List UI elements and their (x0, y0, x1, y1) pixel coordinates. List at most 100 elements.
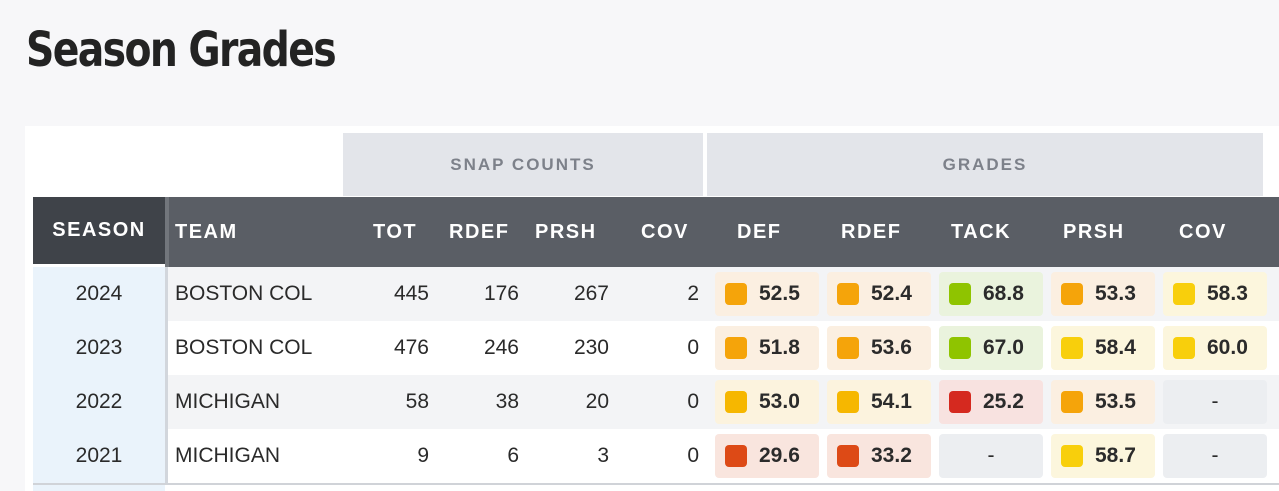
season-column-footer (33, 485, 165, 491)
grade-color-indicator (1061, 283, 1083, 305)
grade-value: 58.3 (1207, 282, 1248, 305)
col-header-grade-tack[interactable]: TACK (951, 220, 1012, 243)
grade-cov-cell: 58.3 (1163, 272, 1267, 316)
grade-value: 53.5 (1095, 390, 1136, 413)
grade-color-indicator (725, 391, 747, 413)
grade-cov-cell: 60.0 (1163, 326, 1267, 370)
grade-rdef-cell: 53.6 (827, 326, 931, 370)
col-header-grade-rdef[interactable]: RDEF (841, 220, 902, 243)
snap-count-tot-cell: 445 (393, 282, 429, 305)
grade-cov-cell: - (1163, 380, 1267, 424)
snap-count-prsh-cell: 267 (573, 282, 609, 305)
snap-count-cov-cell: 0 (687, 390, 699, 413)
season-cell: 2022 (33, 375, 165, 429)
team-cell[interactable]: MICHIGAN (175, 444, 280, 467)
grade-value: 51.8 (759, 336, 800, 359)
col-header-grade-def[interactable]: DEF (737, 220, 782, 243)
grade-value: 29.6 (759, 444, 800, 467)
grade-value: - (987, 444, 995, 467)
snap-count-cov-cell: 2 (687, 282, 699, 305)
col-header-cov[interactable]: COV (641, 220, 689, 243)
grade-value: - (1211, 390, 1219, 413)
column-divider (165, 267, 168, 321)
snap-count-cov-cell: 0 (687, 336, 699, 359)
grade-color-indicator (725, 283, 747, 305)
grade-value: 68.8 (983, 282, 1024, 305)
grade-color-indicator (949, 391, 971, 413)
col-header-grade-prsh[interactable]: PRSH (1063, 220, 1125, 243)
grade-tack-cell: 68.8 (939, 272, 1043, 316)
grade-value: 67.0 (983, 336, 1024, 359)
snap-count-prsh-cell: 230 (573, 336, 609, 359)
table-row[interactable]: 2022 MICHIGAN 58 38 20 0 53.0 54.1 25.2 53.5 - (33, 375, 1279, 429)
grade-def-cell: 53.0 (715, 380, 819, 424)
grade-value: 52.5 (759, 282, 800, 305)
grade-color-indicator (949, 283, 971, 305)
snap-count-prsh-cell: 20 (585, 390, 609, 413)
grade-value: 53.0 (759, 390, 800, 413)
grade-value: 54.1 (871, 390, 912, 413)
col-header-grade-cov[interactable]: COV (1179, 220, 1227, 243)
grade-value: 58.4 (1095, 336, 1136, 359)
grade-rdef-cell: 52.4 (827, 272, 931, 316)
grade-color-indicator (725, 337, 747, 359)
snap-count-tot-cell: 476 (393, 336, 429, 359)
column-divider (165, 375, 168, 429)
grade-color-indicator (837, 391, 859, 413)
grade-value: 58.7 (1095, 444, 1136, 467)
grade-value: - (1211, 444, 1219, 467)
table-row[interactable]: 2024 BOSTON COL 445 176 267 2 52.5 52.4 68.8 53.3… (33, 267, 1279, 321)
grade-value: 53.3 (1095, 282, 1136, 305)
column-divider (165, 429, 168, 483)
grade-value: 33.2 (871, 444, 912, 467)
grade-value: 60.0 (1207, 336, 1248, 359)
grade-color-indicator (837, 337, 859, 359)
grade-def-cell: 29.6 (715, 434, 819, 478)
grade-value: 25.2 (983, 390, 1024, 413)
group-divider (1265, 133, 1268, 196)
snap-count-prsh-cell: 3 (597, 444, 609, 467)
col-header-season[interactable]: SEASON (33, 197, 165, 267)
grade-color-indicator (1061, 391, 1083, 413)
snap-count-rdef-cell: 38 (495, 390, 519, 413)
snap-count-tot-cell: 9 (417, 444, 429, 467)
grade-color-indicator (837, 445, 859, 467)
snap-count-rdef-cell: 176 (483, 282, 519, 305)
grade-color-indicator (725, 445, 747, 467)
group-header-snap-counts: SNAP COUNTS (343, 133, 703, 196)
table-row[interactable]: 2023 BOSTON COL 476 246 230 0 51.8 53.6 67.0 58.4… (33, 321, 1279, 375)
grade-rdef-cell: 54.1 (827, 380, 931, 424)
col-header-team[interactable]: TEAM (175, 220, 238, 243)
grade-color-indicator (949, 337, 971, 359)
table-bottom-rule (33, 483, 1279, 485)
grade-color-indicator (1173, 337, 1195, 359)
column-divider (165, 321, 168, 375)
grade-def-cell: 51.8 (715, 326, 819, 370)
column-header-row: SEASON TEAM TOT RDEF PRSH COV DEF RDEF T… (33, 197, 1279, 267)
team-cell[interactable]: BOSTON COL (175, 282, 313, 305)
snap-count-rdef-cell: 6 (507, 444, 519, 467)
season-cell: 2024 (33, 267, 165, 321)
grade-cov-cell: - (1163, 434, 1267, 478)
col-header-tot[interactable]: TOT (373, 220, 418, 243)
season-cell: 2021 (33, 429, 165, 483)
group-header-grades: GRADES (707, 133, 1263, 196)
grade-tack-cell: 25.2 (939, 380, 1043, 424)
grade-color-indicator (1061, 445, 1083, 467)
snap-count-cov-cell: 0 (687, 444, 699, 467)
grade-value: 52.4 (871, 282, 912, 305)
team-cell[interactable]: MICHIGAN (175, 390, 280, 413)
grade-color-indicator (1061, 337, 1083, 359)
snap-count-rdef-cell: 246 (483, 336, 519, 359)
grade-prsh-cell: 58.7 (1051, 434, 1155, 478)
grade-color-indicator (1173, 283, 1195, 305)
col-header-rdef[interactable]: RDEF (449, 220, 510, 243)
grade-rdef-cell: 33.2 (827, 434, 931, 478)
team-cell[interactable]: BOSTON COL (175, 336, 313, 359)
grade-color-indicator (837, 283, 859, 305)
table-row[interactable]: 2021 MICHIGAN 9 6 3 0 29.6 33.2 - 58.7 - (33, 429, 1279, 483)
col-header-prsh[interactable]: PRSH (535, 220, 597, 243)
grade-prsh-cell: 53.3 (1051, 272, 1155, 316)
grade-value: 53.6 (871, 336, 912, 359)
grade-tack-cell: - (939, 434, 1043, 478)
